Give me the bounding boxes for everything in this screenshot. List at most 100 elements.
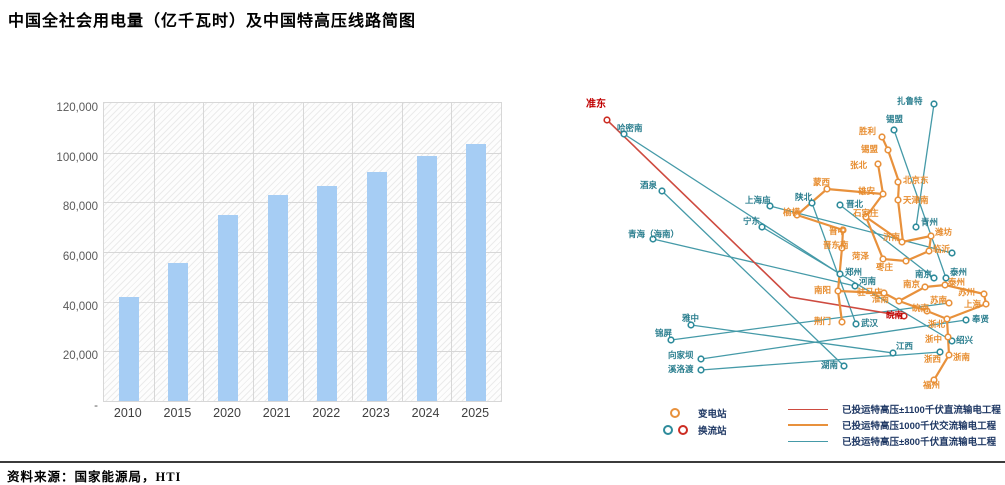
station-dot-teal [667, 336, 675, 344]
bar-2020 [218, 214, 239, 401]
station-dot-orange [793, 211, 801, 219]
red-station-marker-icon [677, 424, 688, 435]
map-node-label: 溪洛渡 [668, 364, 694, 374]
map-node-label: 潍坊 [935, 227, 953, 237]
station-dot-orange [884, 146, 892, 154]
station-dot-orange [895, 297, 903, 305]
station-dot-teal [889, 349, 897, 357]
map-node-label: 哈密南 [617, 123, 643, 133]
station-dot-orange [941, 281, 949, 289]
station-dot-orange [879, 255, 887, 263]
map-node-label: 石家庄 [852, 208, 879, 218]
map-node-label: 武汉 [861, 318, 879, 328]
map-node-label: 准东 [586, 97, 606, 110]
map-line-orange [882, 257, 907, 263]
map-node-label: 宁东 [743, 216, 761, 226]
orange-line-swatch-icon [788, 424, 828, 426]
map-node-label: 南京 [903, 279, 921, 289]
station-dot-teal [962, 316, 970, 324]
legend-station-label: 换流站 [698, 425, 727, 437]
map-line-orange [896, 199, 905, 243]
station-dot-teal [930, 274, 938, 282]
map-line-orange [836, 229, 845, 323]
x-axis-label: 2020 [213, 406, 241, 420]
map-node-label: 驻马店 [857, 287, 883, 297]
page-title: 中国全社会用电量（亿千瓦时）及中国特高压线路简图 [8, 13, 417, 30]
map-node-label: 雄安 [857, 186, 876, 196]
station-dot-orange [838, 318, 846, 326]
footer-divider [0, 461, 1005, 463]
map-node-label: 泰州 [949, 267, 967, 277]
map-line-teal [839, 204, 935, 279]
legend-line-label: 已投运特高压±1100千伏直流输电工程 [842, 405, 1001, 416]
station-dot-teal [948, 249, 956, 257]
map-node-label: 苏南 [930, 295, 948, 305]
y-axis-label: 20,000 [62, 350, 98, 363]
map-line-teal [893, 129, 947, 279]
map-node-label: 皖南 [886, 310, 904, 320]
map-line-teal [769, 205, 953, 254]
map-node-label: 福州 [922, 380, 940, 390]
station-dot-teal [758, 223, 766, 231]
map-node-label: 锡盟 [861, 144, 879, 154]
map-node-label: 天津南 [903, 195, 929, 205]
map-node-label: 江西 [896, 341, 914, 351]
y-axis-label: 80,000 [62, 201, 98, 214]
legend-station-row: 变电站 [652, 404, 727, 421]
station-dot-teal [649, 235, 657, 243]
map-line-orange [883, 292, 900, 302]
map-line-teal [623, 133, 841, 275]
map-node-label: 上海庙 [745, 195, 771, 205]
station-dot-orange [834, 287, 842, 295]
source-note: 资料来源：国家能源局，HTI [7, 470, 182, 484]
map-node-label: 晋北 [846, 199, 864, 209]
map-line-teal [761, 226, 953, 342]
station-dot-orange [925, 247, 933, 255]
map-node-label: 淮南 [872, 294, 890, 304]
map-node-label: 锡盟 [886, 114, 904, 124]
map-line-orange [876, 163, 885, 195]
legend-station-label: 变电站 [698, 408, 727, 420]
map-legend-stations: 变电站 换流站 [652, 404, 727, 438]
map-node-label: 奉贤 [971, 314, 990, 324]
station-dot-red [603, 116, 611, 124]
station-dot-orange [823, 185, 831, 193]
station-dot-teal [930, 100, 938, 108]
station-dot-orange [923, 307, 931, 315]
station-dot-teal [851, 282, 859, 290]
legend-line-label: 已投运特高压±800千伏直流输电工程 [842, 437, 997, 448]
x-axis-label: 2015 [163, 406, 192, 420]
y-axis-label: - [94, 400, 98, 412]
station-dot-teal [620, 130, 628, 138]
station-dot-red [900, 312, 908, 320]
gridline-vertical [451, 103, 453, 401]
map-line-orange [933, 318, 951, 381]
map-node-label: 南京 [915, 269, 933, 279]
map-line-orange [837, 289, 885, 295]
map-node-label: 郑州 [845, 267, 862, 277]
map-line-orange [896, 181, 901, 201]
bar-2022 [317, 186, 338, 401]
map-line-orange [905, 249, 930, 263]
station-dot-teal [836, 201, 844, 209]
station-dot-teal [912, 223, 920, 231]
x-axis-label: 2025 [461, 406, 490, 420]
map-line-orange [901, 234, 932, 244]
map-node-label: 浙南 [953, 352, 971, 362]
map-line-orange [796, 213, 844, 232]
map-node-label: 上海 [964, 299, 982, 309]
station-dot-teal [697, 355, 705, 363]
map-node-label: 榆横 [783, 207, 801, 217]
station-dot-orange [980, 290, 988, 298]
station-dot-teal [948, 337, 956, 345]
bar-2021 [267, 194, 288, 401]
map-line-teal [700, 319, 967, 360]
x-axis-label: 2021 [262, 406, 291, 420]
red-line-swatch-icon [788, 408, 828, 410]
map-node-label: 青州 [921, 217, 938, 227]
map-node-label: 济南 [883, 232, 901, 242]
map-legend-lines: 已投运特高压±1100千伏直流输电工程 已投运特高压1000千伏交流输电工程 已投运… [788, 401, 1001, 449]
station-dot-teal [936, 348, 944, 356]
map-node-label: 晋中 [829, 226, 846, 236]
gridline-vertical [203, 103, 205, 401]
